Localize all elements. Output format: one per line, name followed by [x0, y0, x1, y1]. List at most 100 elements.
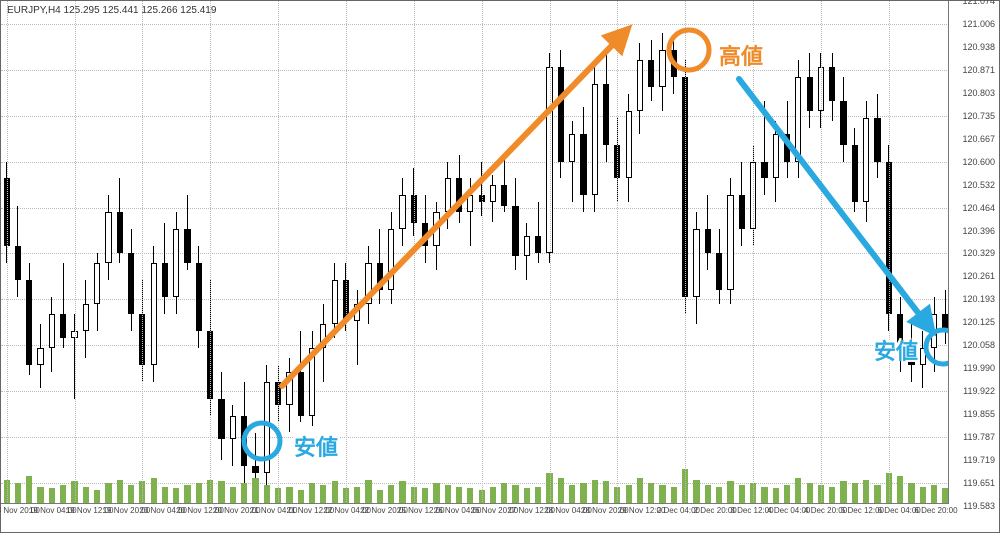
candle[interactable]: [456, 178, 462, 212]
candle[interactable]: [241, 416, 247, 467]
candle[interactable]: [626, 111, 632, 179]
candle[interactable]: [252, 466, 258, 473]
volume-bar: [230, 487, 236, 505]
candle[interactable]: [365, 263, 371, 304]
volume-bar: [309, 483, 315, 504]
candle[interactable]: [603, 84, 609, 145]
candle[interactable]: [512, 206, 518, 257]
candle[interactable]: [558, 67, 564, 162]
candle[interactable]: [173, 229, 179, 297]
price-label: 120.600: [962, 157, 995, 167]
volume-bar: [422, 488, 428, 504]
candle[interactable]: [739, 195, 745, 229]
price-label: 120.329: [962, 248, 995, 258]
volume-bar: [241, 483, 247, 504]
candle[interactable]: [705, 229, 711, 253]
candle[interactable]: [637, 60, 643, 111]
candle[interactable]: [388, 229, 394, 290]
candle[interactable]: [840, 101, 846, 145]
candle[interactable]: [184, 229, 190, 263]
candle[interactable]: [659, 50, 665, 87]
candle[interactable]: [761, 162, 767, 179]
volume-bar: [15, 483, 21, 504]
candle[interactable]: [49, 314, 55, 348]
price-label: 119.719: [963, 455, 995, 465]
volume-bar: [693, 480, 699, 505]
candle[interactable]: [37, 348, 43, 365]
candle[interactable]: [264, 382, 270, 473]
candle[interactable]: [727, 195, 733, 290]
candle[interactable]: [784, 134, 790, 161]
candle[interactable]: [196, 263, 202, 331]
volume-bar: [320, 485, 326, 504]
candle[interactable]: [569, 134, 575, 161]
symbol-ohlc-header: EURJPY,H4 125.295 125.441 125.266 125.41…: [7, 5, 216, 16]
candle[interactable]: [298, 372, 304, 416]
price-label: 120.193: [962, 294, 995, 304]
candle[interactable]: [490, 185, 496, 202]
price-label: 120.464: [962, 203, 995, 213]
candle[interactable]: [716, 253, 722, 290]
candle[interactable]: [580, 134, 586, 195]
candle[interactable]: [26, 280, 32, 365]
price-label: 119.787: [963, 432, 995, 442]
candle[interactable]: [863, 118, 869, 203]
volume-bar: [637, 478, 643, 504]
candle[interactable]: [467, 195, 473, 212]
candle[interactable]: [399, 195, 405, 229]
price-label: 120.261: [962, 271, 995, 281]
volume-bar: [524, 488, 530, 504]
volume-bar: [512, 485, 518, 504]
candle[interactable]: [648, 60, 654, 87]
candle[interactable]: [354, 304, 360, 321]
price-label: 120.803: [962, 88, 995, 98]
candle[interactable]: [433, 212, 439, 246]
candle[interactable]: [671, 50, 677, 77]
candle[interactable]: [117, 212, 123, 253]
grid-line-v: [617, 1, 618, 504]
candle-wick: [764, 101, 765, 196]
volume-bar: [784, 485, 790, 504]
candle[interactable]: [422, 223, 428, 247]
candle[interactable]: [94, 263, 100, 304]
candle[interactable]: [230, 416, 236, 440]
candle[interactable]: [15, 246, 21, 280]
volume-bar: [874, 485, 880, 504]
candle[interactable]: [693, 229, 699, 297]
candle[interactable]: [377, 263, 383, 290]
volume-bar: [49, 488, 55, 504]
candle[interactable]: [874, 118, 880, 162]
candle[interactable]: [151, 263, 157, 365]
price-label: 120.058: [962, 340, 995, 350]
candle[interactable]: [128, 253, 134, 314]
candle[interactable]: [218, 399, 224, 440]
candle[interactable]: [332, 280, 338, 324]
volume-bar: [739, 485, 745, 504]
candle[interactable]: [535, 236, 541, 253]
price-label: 120.125: [962, 317, 995, 327]
candle[interactable]: [931, 314, 937, 348]
candle[interactable]: [162, 263, 168, 297]
candle[interactable]: [445, 178, 451, 212]
candle[interactable]: [807, 77, 813, 111]
candle[interactable]: [852, 145, 858, 203]
price-label: 119.855: [963, 409, 995, 419]
chart-plot-area[interactable]: EURJPY,H4 125.295 125.441 125.266 125.41…: [1, 1, 949, 504]
candle[interactable]: [773, 134, 779, 178]
candle[interactable]: [795, 77, 801, 162]
price-label: 121.006: [962, 19, 995, 29]
candle[interactable]: [920, 348, 926, 365]
price-label: 120.871: [962, 65, 995, 75]
candle[interactable]: [60, 314, 66, 338]
candle[interactable]: [286, 372, 292, 406]
candle[interactable]: [83, 304, 89, 331]
candle[interactable]: [829, 67, 835, 101]
candle[interactable]: [524, 236, 530, 256]
candle[interactable]: [501, 185, 507, 205]
candle[interactable]: [320, 324, 326, 348]
chart-window: EURJPY,H4 125.295 125.441 125.266 125.41…: [0, 0, 1000, 533]
volume-bar: [354, 487, 360, 505]
candle[interactable]: [105, 212, 111, 263]
candle[interactable]: [592, 84, 598, 196]
candle[interactable]: [309, 348, 315, 416]
